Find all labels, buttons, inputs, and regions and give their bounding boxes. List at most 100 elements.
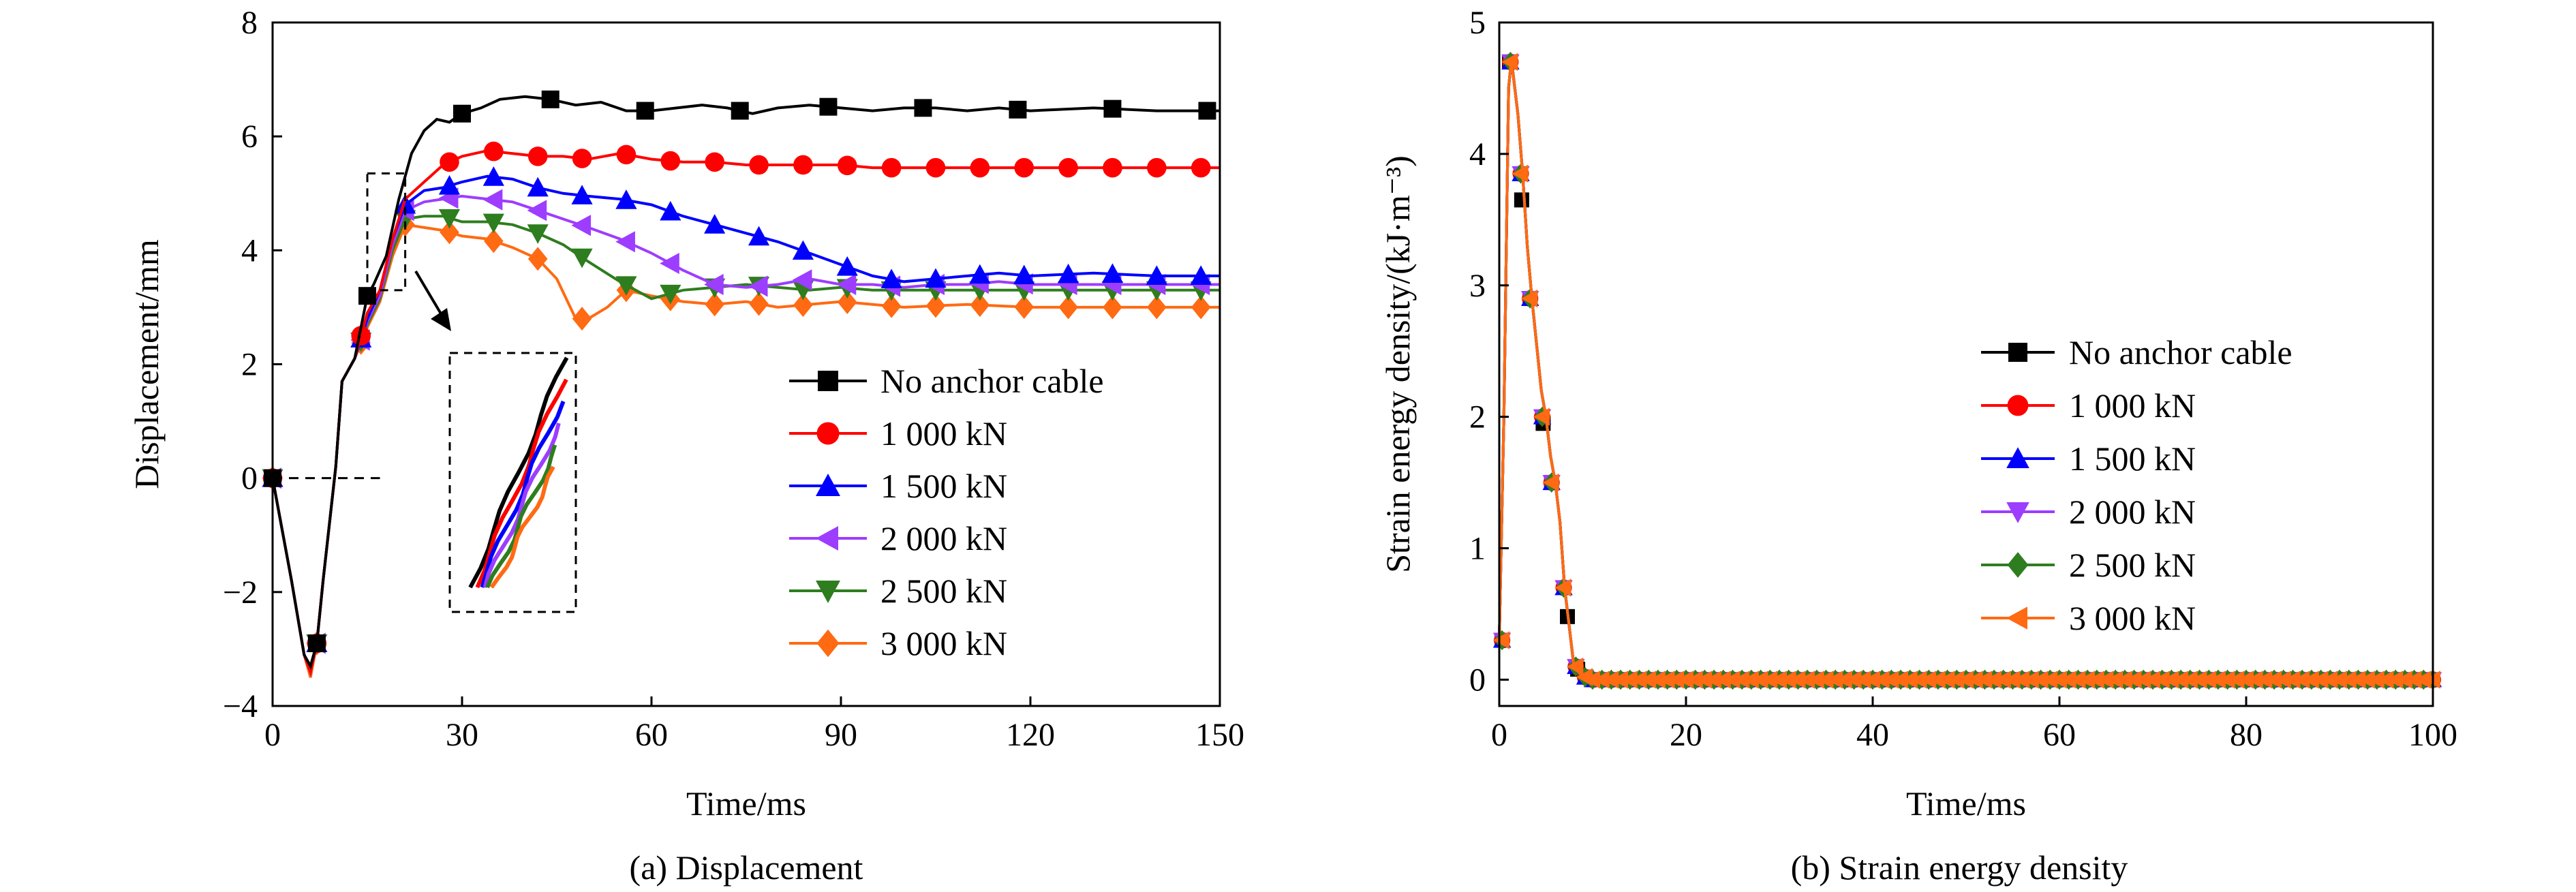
data-point — [527, 224, 549, 244]
legend-label: 1 500 kN — [880, 467, 1007, 505]
y-tick-label: −4 — [223, 688, 258, 724]
legend-marker — [2006, 447, 2029, 468]
data-point — [970, 157, 990, 178]
data-point — [2321, 671, 2338, 689]
legend-marker — [2007, 395, 2029, 416]
data-point — [482, 189, 503, 211]
x-tick-label: 100 — [2408, 717, 2457, 753]
data-point — [1101, 263, 1124, 283]
data-point — [1658, 671, 1675, 689]
data-point — [2312, 671, 2329, 689]
data-point — [2395, 671, 2412, 689]
data-point — [925, 157, 946, 178]
legend-marker — [816, 581, 840, 603]
data-point — [749, 155, 769, 175]
data-point — [2004, 671, 2021, 689]
y-tick-label: 5 — [1469, 5, 1486, 41]
data-point — [1863, 671, 1880, 689]
data-point — [1103, 157, 1122, 178]
data-point — [453, 104, 471, 123]
legend-entry: 1 000 kN — [1981, 386, 2196, 425]
legend-label: 3 000 kN — [880, 624, 1007, 662]
panel-b-axes-frame — [1498, 21, 2434, 707]
inset-curve — [485, 444, 557, 589]
data-point — [1146, 265, 1167, 285]
data-point — [1191, 157, 1211, 178]
data-point — [1501, 52, 1518, 72]
data-point — [881, 294, 902, 318]
data-point — [351, 326, 371, 346]
data-point — [1014, 294, 1034, 320]
y-tick-label: 0 — [1469, 662, 1486, 698]
legend-label: 2 000 kN — [880, 519, 1007, 557]
data-point — [1147, 295, 1167, 320]
legend-marker — [2008, 343, 2027, 362]
data-point — [880, 268, 902, 288]
data-point — [2069, 671, 2086, 689]
data-point — [1649, 671, 1666, 689]
data-point — [1742, 671, 1759, 689]
series-3-000-kn — [1492, 52, 2440, 689]
x-tick-label: 0 — [264, 717, 281, 753]
data-point — [1807, 671, 1824, 689]
data-point — [1910, 671, 1927, 689]
data-point — [1835, 671, 1852, 689]
legend-marker — [2006, 502, 2029, 523]
panel-b-ticks: 0 20 40 60 80 100 0 1 2 3 4 5 — [1469, 5, 2457, 753]
data-point — [1779, 671, 1796, 689]
panel-a-displacement: 0 30 60 90 120 150 −4 −2 0 2 4 6 8 No anchor cable 1 … — [127, 5, 1244, 887]
data-point — [2078, 671, 2096, 689]
zoom-inset-box — [448, 352, 577, 613]
data-point — [1761, 671, 1778, 689]
y-tick-label: 2 — [241, 347, 258, 383]
data-point — [836, 256, 858, 276]
data-point — [1948, 671, 1965, 689]
data-point — [660, 252, 679, 275]
legend-entry: No anchor cable — [1981, 333, 2293, 371]
data-point — [2414, 671, 2432, 689]
series-line — [271, 174, 1220, 677]
legend-label: 2 500 kN — [2069, 546, 2196, 584]
panel-a-x-axis-label: Time/ms — [686, 784, 806, 822]
data-point — [440, 152, 459, 172]
y-tick-label: 2 — [1469, 399, 1486, 435]
data-point — [1901, 671, 1918, 689]
data-point — [1190, 265, 1212, 285]
data-point — [1668, 671, 1685, 689]
data-point — [1984, 671, 2002, 689]
data-point — [1521, 289, 1538, 308]
data-point — [2125, 671, 2142, 689]
data-point — [527, 147, 548, 166]
series-line — [1498, 59, 2433, 681]
data-point — [793, 293, 813, 318]
data-point — [2200, 671, 2217, 689]
data-point — [1770, 671, 1787, 689]
series-no-anchor-cable — [1494, 54, 2440, 688]
data-point — [2143, 671, 2160, 689]
data-point — [440, 220, 459, 245]
legend-label: No anchor cable — [2069, 333, 2293, 371]
data-point — [2265, 671, 2282, 689]
data-point — [881, 157, 902, 178]
data-point — [2302, 671, 2319, 689]
data-point — [1817, 671, 1834, 689]
data-point — [1854, 671, 1871, 689]
data-point — [527, 176, 549, 197]
series-line — [1498, 59, 2433, 681]
data-point — [1891, 671, 1909, 689]
data-point — [1929, 671, 1946, 689]
data-point — [2181, 671, 2198, 689]
series-line — [271, 149, 1220, 677]
data-point — [748, 226, 770, 246]
data-point — [1147, 157, 1167, 178]
data-point — [541, 90, 559, 108]
data-point — [2162, 671, 2179, 689]
data-point — [660, 151, 681, 171]
inset-curve — [468, 356, 569, 589]
x-tick-label: 30 — [446, 717, 478, 753]
panel-a-ticks: 0 30 60 90 120 150 −4 −2 0 2 4 6 8 — [223, 5, 1244, 753]
series-1-500-kn — [1492, 52, 2442, 688]
y-tick-label: 1 — [1469, 531, 1486, 567]
data-point — [2367, 671, 2385, 689]
